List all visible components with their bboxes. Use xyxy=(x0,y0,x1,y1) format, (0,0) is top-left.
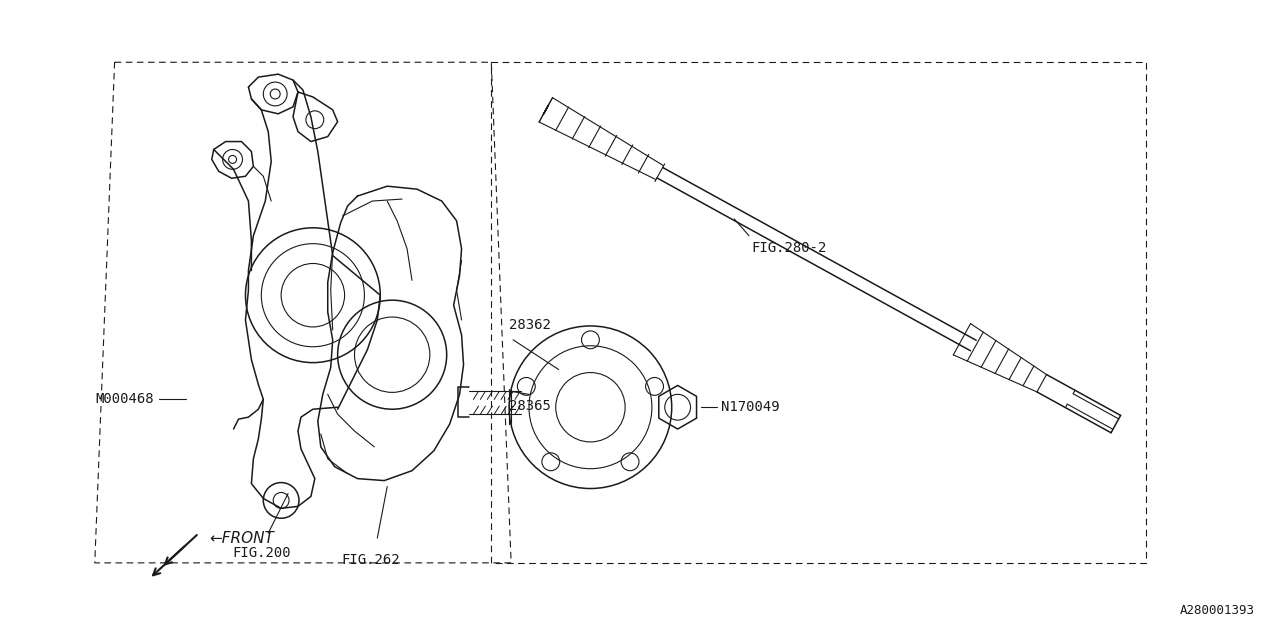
Text: 28362: 28362 xyxy=(509,318,550,332)
Text: FIG.262: FIG.262 xyxy=(340,553,399,567)
Text: FIG.280-2: FIG.280-2 xyxy=(751,241,827,255)
Text: A280001393: A280001393 xyxy=(1180,604,1254,618)
Text: N170049: N170049 xyxy=(722,400,780,414)
Text: FIG.200: FIG.200 xyxy=(232,546,291,560)
Text: ←FRONT: ←FRONT xyxy=(209,531,274,545)
Text: 28365: 28365 xyxy=(509,399,550,413)
Text: M000468: M000468 xyxy=(96,392,155,406)
